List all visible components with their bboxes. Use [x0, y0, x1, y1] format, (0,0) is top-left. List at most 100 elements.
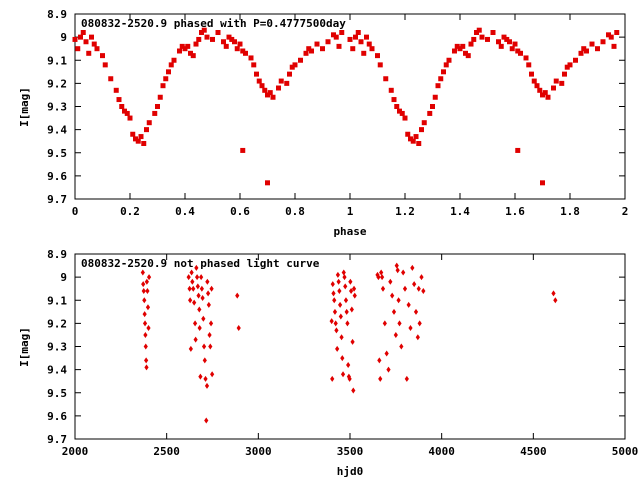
y-axis-ticks: 8.9 9 9.1 9.2 9.3 9.4 9.5 9.6 9.7 [47, 8, 625, 206]
data-point [236, 325, 241, 331]
data-point [394, 262, 399, 269]
data-point [589, 41, 595, 47]
data-point [600, 39, 606, 45]
data-point [386, 366, 391, 373]
x-tick-label: 5000 [612, 445, 639, 458]
data-point [303, 50, 309, 56]
data-point [206, 301, 211, 308]
data-point [122, 108, 127, 114]
data-point [254, 71, 259, 77]
data-point [496, 39, 501, 45]
data-point [141, 141, 147, 146]
data-point [209, 285, 214, 292]
x-tick-label: 0.8 [285, 205, 305, 218]
data-point [515, 147, 521, 153]
data-point [205, 278, 210, 285]
data-point [507, 39, 512, 45]
chart-title: 080832-2520.9 not phased light curve [81, 257, 320, 270]
data-point [383, 76, 389, 82]
data-point [124, 110, 130, 116]
data-point [339, 334, 344, 341]
data-point [208, 320, 214, 327]
data-point [232, 39, 237, 45]
data-point [393, 331, 398, 338]
data-point [353, 34, 358, 40]
y-axis-ticks: 8.9 9 9.1 9.2 9.3 9.4 9.5 9.6 9.7 [47, 248, 625, 446]
data-point [369, 46, 375, 52]
data-point [537, 87, 543, 93]
data-point [509, 46, 515, 52]
data-point [421, 288, 426, 294]
x-tick-label: 1 [347, 205, 354, 218]
data-point [237, 41, 243, 47]
data-point [412, 281, 417, 288]
data-point [331, 290, 336, 297]
data-point [460, 43, 466, 49]
data-point [188, 297, 193, 304]
y-tick-label: 9.5 [47, 387, 67, 400]
data-points [140, 262, 558, 424]
data-point [208, 343, 213, 350]
data-point [402, 285, 408, 292]
data-point [501, 34, 507, 40]
data-point [584, 48, 589, 54]
data-point [168, 62, 174, 68]
phased-light-curve-panel: 8.9 9 9.1 9.2 9.3 9.4 9.5 9.6 9.7 0 0.2 0.4 0.6 0.8 1… [18, 8, 628, 238]
x-tick-label: 0.4 [175, 205, 195, 218]
data-point [166, 69, 171, 75]
data-point [177, 48, 182, 54]
data-point [452, 48, 457, 54]
data-point [265, 180, 270, 186]
data-point [581, 46, 587, 52]
data-point [531, 78, 537, 84]
data-point [145, 304, 151, 311]
data-point [529, 71, 534, 77]
data-points [72, 27, 620, 186]
data-point [394, 104, 400, 109]
data-point [206, 290, 211, 297]
data-point [200, 294, 205, 301]
y-tick-label: 9.3 [47, 341, 67, 354]
x-tick-label: 0.6 [230, 205, 250, 218]
data-point [265, 92, 270, 98]
data-point [113, 87, 119, 93]
data-point [215, 30, 221, 35]
data-point [476, 27, 482, 33]
data-point [335, 345, 340, 352]
data-point [361, 50, 367, 56]
data-point [416, 285, 421, 292]
data-point [352, 292, 357, 299]
data-point [463, 50, 468, 56]
data-point [142, 311, 147, 318]
data-point [377, 357, 382, 364]
data-point [194, 264, 199, 271]
data-point [140, 269, 145, 276]
data-point [349, 288, 354, 294]
x-tick-label: 1.8 [560, 205, 580, 218]
data-point [116, 97, 122, 103]
data-point [562, 71, 567, 77]
data-point [142, 297, 147, 304]
data-point [366, 41, 372, 47]
x-tick-label: 3500 [337, 445, 364, 458]
data-point [402, 115, 408, 121]
data-point [335, 271, 340, 278]
data-point [413, 134, 419, 140]
data-point [201, 315, 206, 322]
data-point [351, 387, 356, 394]
x-tick-label: 1.6 [505, 205, 525, 218]
data-point [346, 373, 351, 380]
data-point [179, 43, 185, 49]
data-point [197, 325, 202, 331]
data-point [498, 43, 504, 49]
data-point [553, 297, 558, 304]
data-point [465, 53, 471, 59]
data-point [421, 120, 427, 126]
data-point [306, 46, 312, 52]
data-point [345, 320, 350, 327]
data-point [427, 110, 433, 116]
data-point [567, 62, 573, 68]
data-point [375, 53, 380, 59]
data-point [100, 53, 105, 59]
